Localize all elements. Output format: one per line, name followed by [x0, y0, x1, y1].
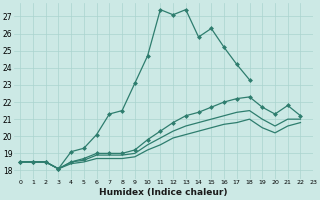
X-axis label: Humidex (Indice chaleur): Humidex (Indice chaleur)	[99, 188, 228, 197]
